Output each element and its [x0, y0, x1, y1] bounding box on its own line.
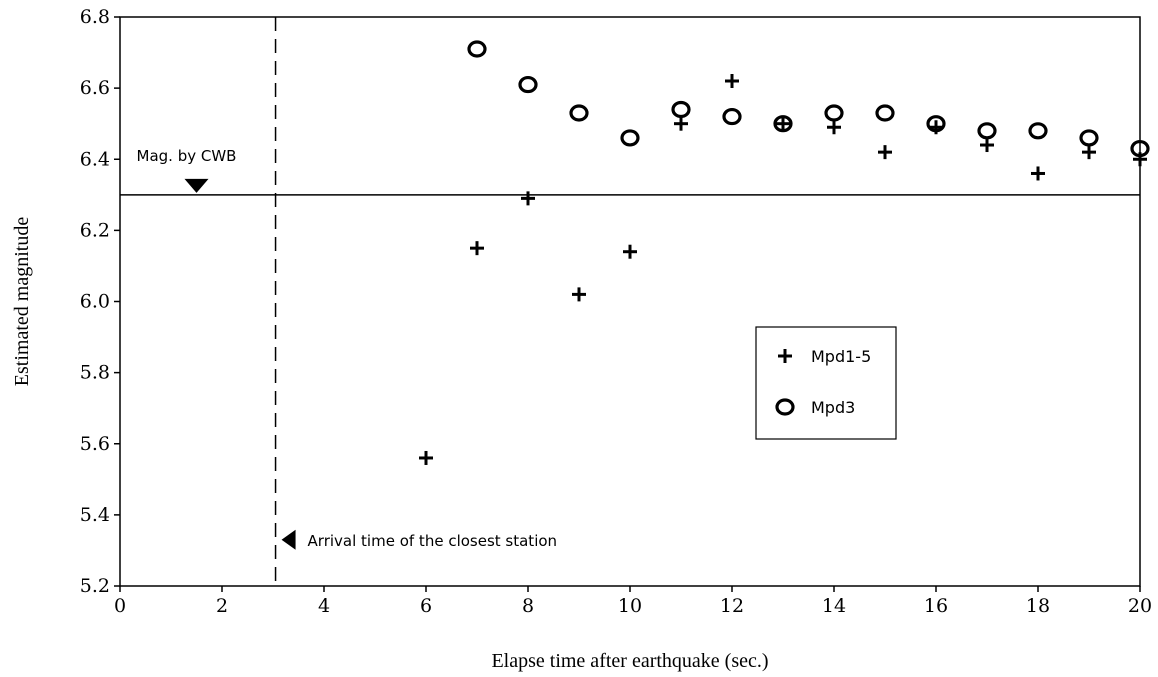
data-point-plus — [878, 145, 892, 160]
x-axis-title: Elapse time after earthquake (sec.) — [491, 650, 768, 672]
x-tick-label: 18 — [1026, 595, 1050, 617]
data-point-plus — [980, 138, 994, 153]
cwb-label: Mag. by CWB — [137, 147, 237, 165]
x-tick-label: 0 — [114, 595, 126, 617]
legend-entry: Mpd3 — [775, 398, 855, 417]
data-point-circle — [1028, 122, 1048, 140]
data-point-plus — [725, 74, 739, 89]
plot-frame — [119, 16, 1141, 587]
y-tick-label: 6.4 — [80, 148, 110, 170]
y-tick-label: 6.8 — [80, 6, 110, 28]
data-point-plus — [470, 241, 484, 256]
x-tick-label: 16 — [924, 595, 948, 617]
data-point-circle — [722, 107, 742, 126]
data-point-circle — [569, 104, 589, 122]
y-tick-label: 5.8 — [80, 362, 110, 384]
x-tick-label: 20 — [1128, 595, 1152, 617]
legend-label: Mpd1-5 — [811, 347, 871, 366]
arrival-label: Arrival time of the closest station — [308, 532, 558, 550]
x-tick-label: 4 — [318, 595, 330, 617]
data-point-plus — [572, 287, 586, 302]
y-tick-label: 5.2 — [80, 575, 110, 597]
reference-lines — [120, 17, 1140, 586]
data-point-plus — [776, 116, 790, 131]
data-point-plus — [674, 116, 688, 131]
arrival-triangle-marker — [281, 529, 296, 550]
series-mpd3 — [467, 40, 1150, 158]
data-point-plus — [521, 191, 535, 206]
data-point-circle — [1079, 129, 1099, 147]
y-tick-label: 5.4 — [80, 504, 110, 526]
data-point-plus — [1031, 166, 1045, 181]
data-point-plus — [1082, 145, 1096, 160]
data-marks — [419, 40, 1150, 465]
y-tick-label: 6.6 — [80, 77, 110, 99]
data-point-circle — [518, 75, 538, 94]
data-point-plus — [419, 450, 433, 465]
data-point-plus — [623, 244, 637, 259]
data-point-circle — [620, 129, 640, 147]
axes — [114, 16, 1141, 592]
data-point-circle — [773, 115, 793, 133]
x-tick-label: 10 — [618, 595, 642, 617]
data-point-circle — [671, 100, 691, 119]
data-point-circle — [467, 40, 487, 58]
x-tick-label: 2 — [216, 595, 228, 617]
data-point-circle — [824, 104, 844, 122]
data-point-circle — [875, 104, 895, 122]
legend: Mpd1-5 Mpd3 — [755, 326, 897, 440]
y-tick-label: 6.0 — [80, 291, 110, 313]
x-tick-label: 14 — [822, 595, 846, 617]
legend-entry: Mpd1-5 — [778, 347, 871, 366]
legend-label: Mpd3 — [811, 398, 855, 417]
data-point-circle — [926, 115, 946, 133]
y-tick-label: 6.2 — [80, 219, 110, 241]
annotations: Mag. by CWB Arrival time of the closest s… — [137, 147, 558, 550]
y-axis-title: Estimated magnitude — [11, 217, 33, 387]
x-tick-label: 8 — [522, 595, 534, 617]
data-point-plus — [827, 120, 841, 135]
tick-labels: 5.2 5.4 5.6 5.8 6.0 6.2 6.4 6.6 6.8 0 2 4 6 8 10 12 14 16… — [80, 6, 1152, 617]
legend-plus-icon — [778, 349, 792, 363]
series-mpd1-5 — [419, 74, 1147, 465]
x-tick-label: 6 — [420, 595, 432, 617]
cwb-triangle-marker — [184, 178, 209, 193]
y-tick-label: 5.6 — [80, 433, 110, 455]
data-point-circle — [977, 122, 997, 140]
x-tick-label: 12 — [720, 595, 744, 617]
legend-circle-icon — [775, 398, 795, 416]
legend-box — [755, 326, 897, 440]
data-point-circle — [1130, 139, 1150, 158]
